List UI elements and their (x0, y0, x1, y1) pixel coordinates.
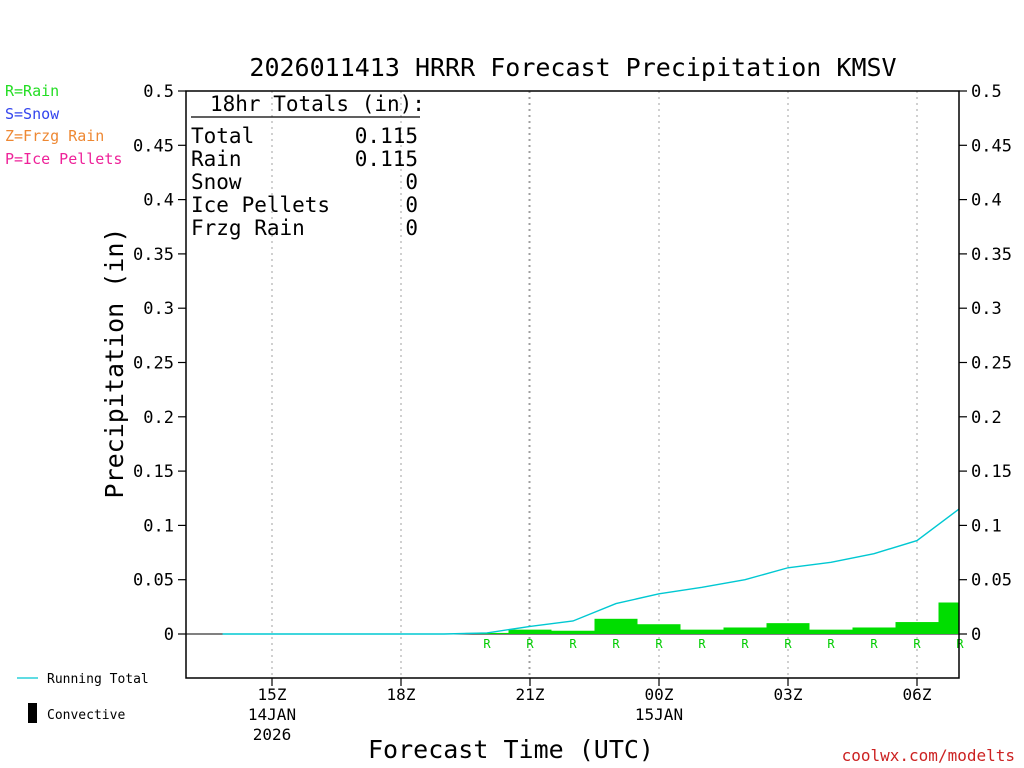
ytick-left-label: 0.5 (143, 82, 174, 102)
running-total-line (222, 508, 960, 635)
y-axis-left: 0 0.05 0.1 0.15 0.2 0.25 0.3 0.35 0.4 0.45 0.5 (133, 82, 186, 645)
ytick-left-label: 0.15 (133, 462, 174, 482)
precip-bar (895, 622, 939, 634)
series-legend: Running Total Convective (17, 672, 149, 723)
xtick-label: 15Z (258, 685, 287, 704)
y-axis-right: 0 0.05 0.1 0.15 0.2 0.25 0.3 0.35 0.4 0.45 0.5 (959, 82, 1012, 645)
precip-bar (637, 624, 681, 634)
gridlines (186, 91, 959, 678)
ptype-marker: R (655, 637, 663, 651)
precip-bar (766, 623, 810, 634)
ytick-right-label: 0.3 (971, 299, 1002, 319)
running-total-legend-label: Running Total (47, 672, 149, 687)
totals-row-value: 0 (405, 193, 418, 217)
totals-box: 18hr Totals (in): Total 0.115 Rain 0.115 Sno… (191, 92, 425, 240)
precip-bar (680, 629, 724, 634)
ytick-right-label: 0.5 (971, 82, 1002, 102)
xtick-date-label: 14JAN (248, 705, 296, 724)
precip-bar (551, 630, 595, 634)
ptype-legend: R=Rain S=Snow Z=Frzg Rain P=Ice Pellets (5, 82, 122, 168)
ptype-marker: R (913, 637, 921, 651)
totals-row-label: Ice Pellets (191, 193, 330, 217)
ytick-right-label: 0.45 (971, 136, 1012, 156)
totals-row-value: 0 (405, 170, 418, 194)
ptype-marker: R (612, 637, 620, 651)
y-axis-label: Precipitation (in) (100, 228, 129, 499)
ytick-right-label: 0.35 (971, 245, 1012, 265)
ytick-right-label: 0 (971, 625, 981, 645)
totals-heading: 18hr Totals (in): (210, 92, 425, 116)
ptype-marker: R (956, 637, 964, 651)
plot-frame (185, 90, 960, 679)
xtick-date-label: 15JAN (635, 705, 683, 724)
convective-legend-label: Convective (47, 708, 125, 723)
xtick-label: 21Z (516, 685, 545, 704)
ptype-marker: R (569, 637, 577, 651)
chart-title: 2026011413 HRRR Forecast Precipitation K… (249, 53, 896, 82)
precip-bar (809, 629, 853, 634)
ytick-left-label: 0.3 (143, 299, 174, 319)
totals-row-label: Total (191, 124, 254, 148)
ptype-legend-rain: R=Rain (5, 82, 59, 100)
precip-bar (594, 618, 638, 634)
ytick-right-label: 0.25 (971, 354, 1012, 374)
ytick-right-label: 0.4 (971, 191, 1002, 211)
xtick-year-label: 2026 (253, 725, 292, 744)
ytick-right-label: 0.15 (971, 462, 1012, 482)
running-total-series (222, 508, 960, 635)
totals-row-label: Rain (191, 147, 242, 171)
xtick-label: 03Z (774, 685, 803, 704)
ytick-left-label: 0.45 (133, 136, 174, 156)
credit-text: coolwx.com/modelts (842, 746, 1015, 765)
ptype-marker: R (526, 637, 534, 651)
ytick-left-label: 0.05 (133, 571, 174, 591)
precip-bar (723, 627, 767, 634)
ytick-left-label: 0.35 (133, 245, 174, 265)
ptype-legend-ice-pellets: P=Ice Pellets (5, 150, 122, 168)
xtick-label: 18Z (387, 685, 416, 704)
ytick-right-label: 0.05 (971, 571, 1012, 591)
totals-row-value: 0.115 (355, 147, 418, 171)
totals-row-label: Snow (191, 170, 242, 194)
ptype-marker: R (827, 637, 835, 651)
totals-row-label: Frzg Rain (191, 216, 305, 240)
convective-legend-swatch (28, 703, 37, 723)
precip-bar (938, 602, 959, 634)
xtick-label: 06Z (903, 685, 932, 704)
ptype-legend-frzg-rain: Z=Frzg Rain (5, 127, 104, 145)
bar-series (465, 602, 959, 634)
xtick-label: 00Z (645, 685, 674, 704)
ptype-marker: R (741, 637, 749, 651)
ytick-left-label: 0.1 (143, 516, 174, 536)
totals-row-value: 0 (405, 216, 418, 240)
ytick-left-label: 0.25 (133, 354, 174, 374)
precip-bar (852, 627, 896, 634)
ytick-right-label: 0.1 (971, 516, 1002, 536)
totals-row-value: 0.115 (355, 124, 418, 148)
ptype-marker: R (483, 637, 491, 651)
ytick-left-label: 0.2 (143, 408, 174, 428)
ptype-marker: R (784, 637, 792, 651)
precip-bar (508, 629, 552, 634)
ptype-marker: R (870, 637, 878, 651)
ytick-left-label: 0.4 (143, 191, 174, 211)
ytick-right-label: 0.2 (971, 408, 1002, 428)
ptype-legend-snow: S=Snow (5, 105, 60, 123)
ytick-left-label: 0 (164, 625, 174, 645)
x-axis-label: Forecast Time (UTC) (368, 735, 654, 764)
ptype-marker: R (698, 637, 706, 651)
